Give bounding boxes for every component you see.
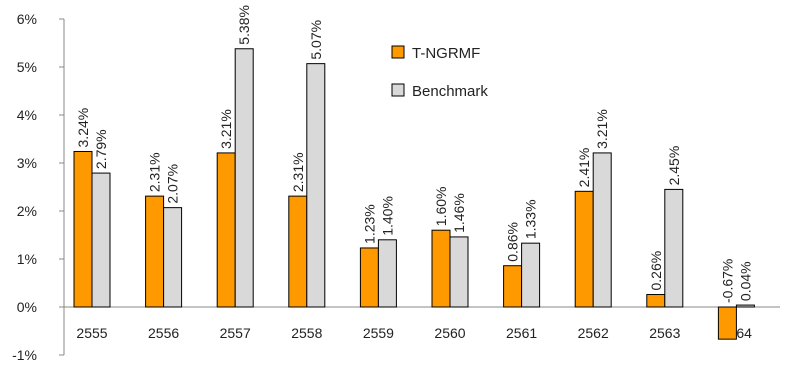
- y-tick-label: 1%: [17, 251, 37, 267]
- data-label-benchmark-2560: 1.46%: [451, 193, 467, 233]
- bar-t-ngrmf-2563: [646, 294, 666, 308]
- x-tick-label: 2555: [76, 325, 107, 341]
- data-label-benchmark-2556: 2.07%: [165, 164, 181, 204]
- bar-benchmark-2564: [735, 304, 755, 308]
- bar-benchmark-2555: [91, 172, 111, 308]
- y-tick-label: -1%: [12, 347, 37, 363]
- bar-t-ngrmf-2562: [574, 190, 594, 308]
- y-tick-label: 5%: [17, 59, 37, 75]
- bar-benchmark-2563: [664, 188, 684, 308]
- data-label-benchmark-2561: 1.33%: [523, 199, 539, 239]
- bar-benchmark-2557: [234, 48, 254, 308]
- bar-benchmark-2562: [592, 152, 612, 308]
- bar-benchmark-2561: [521, 242, 541, 308]
- x-tick-label: 2560: [434, 325, 465, 341]
- x-tick-label: 2559: [363, 325, 394, 341]
- y-tick-label: 6%: [17, 11, 37, 27]
- bar-benchmark-2558: [306, 63, 326, 308]
- data-label-benchmark-2563: 2.45%: [666, 146, 682, 186]
- data-label-t-ngrmf-2559: 1.23%: [361, 204, 377, 244]
- data-label-benchmark-2558: 5.07%: [308, 20, 324, 60]
- y-tick-label: 4%: [17, 107, 37, 123]
- data-label-t-ngrmf-2555: 3.24%: [75, 108, 91, 148]
- data-label-t-ngrmf-2563: 0.26%: [648, 251, 664, 291]
- bar-t-ngrmf-2555: [73, 150, 93, 308]
- data-label-t-ngrmf-2557: 3.21%: [218, 109, 234, 149]
- x-tick-label: 2558: [291, 325, 322, 341]
- x-tick-label: 2557: [220, 325, 251, 341]
- bar-t-ngrmf-2556: [145, 195, 165, 308]
- x-tick-label: 2556: [148, 325, 179, 341]
- bar-t-ngrmf-2560: [431, 229, 451, 308]
- data-label-t-ngrmf-2560: 1.60%: [433, 186, 449, 226]
- plot-area: -1% 0% 1% 2% 3% 4% 5% 6% 2555 3.24%2.79% 2556 2.31%…: [12, 5, 780, 363]
- data-label-t-ngrmf-2558: 2.31%: [290, 152, 306, 192]
- y-tick-label: 3%: [17, 155, 37, 171]
- bar-t-ngrmf-2557: [216, 152, 236, 308]
- legend-swatch-t-ngrmf: [391, 45, 405, 59]
- bar-t-ngrmf-2564: [717, 306, 737, 340]
- legend-label-benchmark: Benchmark: [412, 83, 488, 100]
- data-label-t-ngrmf-2562: 2.41%: [576, 148, 592, 188]
- data-label-t-ngrmf-2556: 2.31%: [147, 152, 163, 192]
- data-label-t-ngrmf-2564: -0.67%: [719, 259, 735, 303]
- data-label-benchmark-2557: 5.38%: [236, 5, 252, 45]
- legend: T-NGRMF Benchmark: [391, 45, 488, 100]
- y-tick-label: 0%: [17, 299, 37, 315]
- data-label-t-ngrmf-2561: 0.86%: [505, 222, 521, 262]
- data-label-benchmark-2555: 2.79%: [93, 129, 109, 169]
- data-label-benchmark-2559: 1.40%: [379, 196, 395, 236]
- data-label-benchmark-2562: 3.21%: [594, 109, 610, 149]
- bar-benchmark-2556: [163, 207, 183, 308]
- bar-t-ngrmf-2561: [503, 265, 523, 308]
- bar-t-ngrmf-2558: [288, 195, 308, 308]
- legend-swatch-benchmark: [391, 83, 405, 97]
- x-tick-label: 2561: [506, 325, 537, 341]
- bar-benchmark-2559: [377, 239, 397, 308]
- bar-t-ngrmf-2559: [359, 247, 379, 308]
- bar-benchmark-2560: [449, 236, 469, 308]
- data-label-benchmark-2564: 0.04%: [737, 261, 753, 301]
- legend-label-t-ngrmf: T-NGRMF: [412, 45, 480, 62]
- x-tick-label: 2562: [578, 325, 609, 341]
- y-tick-label: 2%: [17, 203, 37, 219]
- x-tick-label: 2563: [649, 325, 680, 341]
